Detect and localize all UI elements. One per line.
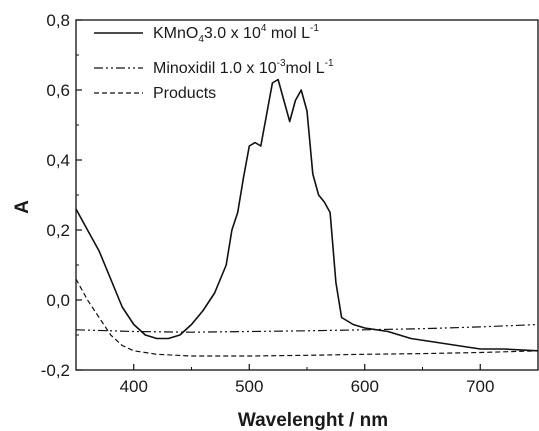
x-tick-label: 500 <box>235 377 263 396</box>
y-tick-label: 0,0 <box>46 291 70 310</box>
series-line-2 <box>75 323 539 333</box>
x-tick-label: 600 <box>351 377 379 396</box>
series-line-1 <box>75 78 539 352</box>
y-tick-label: -0,2 <box>41 361 70 380</box>
x-tick-label: 400 <box>120 377 148 396</box>
legend: KMnO43.0 x 104 mol L-1 Minoxidil 1.0 x 10… <box>94 23 334 102</box>
legend-label-3: Products <box>153 85 216 102</box>
plot-area <box>75 78 539 357</box>
legend-label-1: KMnO43.0 x 104 mol L-1 <box>153 23 319 45</box>
y-tick-label: 0,6 <box>46 81 70 100</box>
y-tick-label: 0,4 <box>46 151 70 170</box>
x-axis-title: Wavelenght / nm <box>238 410 388 431</box>
y-axis-title: A <box>12 200 33 214</box>
y-tick-label: 0,8 <box>46 11 70 30</box>
x-tick-label: 700 <box>466 377 494 396</box>
legend-label-2: Minoxidil 1.0 x 10-3mol L-1 <box>153 58 334 77</box>
axes: -0,2 0,0 0,2 0,4 0,6 0,8 400 500 600 700 <box>41 11 539 396</box>
series-line-3 <box>75 278 539 357</box>
y-tick-label: 0,2 <box>46 221 70 240</box>
